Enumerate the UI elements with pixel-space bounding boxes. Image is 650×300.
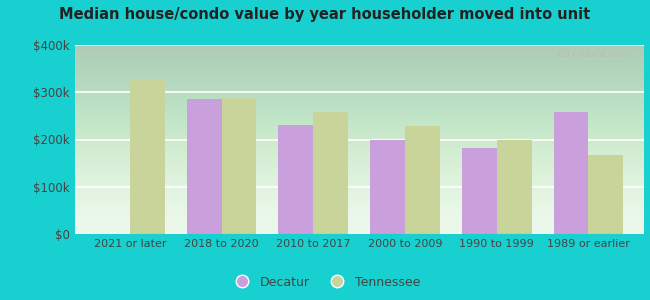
Bar — [187, 99, 222, 234]
Bar — [370, 140, 405, 234]
Bar — [222, 98, 256, 234]
Text: Median house/condo value by year householder moved into unit: Median house/condo value by year househo… — [59, 8, 591, 22]
Bar — [588, 154, 623, 234]
Text: City-Data.com: City-Data.com — [558, 49, 632, 59]
Bar — [554, 112, 588, 234]
Bar — [130, 80, 164, 234]
Bar — [313, 112, 348, 234]
Bar — [462, 148, 497, 234]
Legend: Decatur, Tennessee: Decatur, Tennessee — [225, 271, 425, 294]
Bar — [497, 140, 532, 234]
Bar — [278, 125, 313, 234]
Bar — [405, 126, 440, 234]
